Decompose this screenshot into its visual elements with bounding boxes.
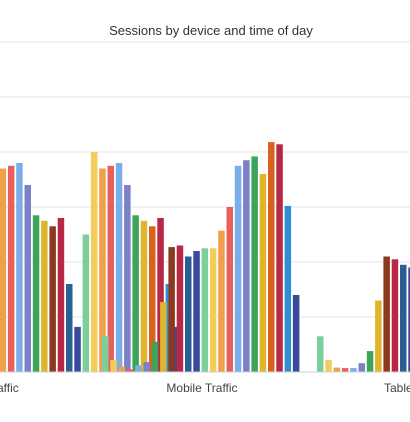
bar bbox=[82, 234, 90, 372]
bar bbox=[74, 326, 81, 372]
bar bbox=[57, 218, 65, 372]
bar bbox=[176, 245, 184, 372]
bar bbox=[115, 163, 123, 372]
bar bbox=[218, 230, 225, 372]
bar bbox=[99, 168, 106, 372]
bar bbox=[149, 226, 156, 373]
bar bbox=[140, 220, 148, 373]
bar bbox=[157, 218, 164, 372]
bar bbox=[110, 359, 117, 372]
bar bbox=[126, 369, 134, 373]
bar bbox=[151, 341, 159, 373]
bar bbox=[7, 165, 15, 373]
bar bbox=[234, 165, 242, 373]
bar bbox=[333, 367, 341, 372]
bar bbox=[135, 365, 142, 372]
bar bbox=[16, 163, 23, 372]
bar bbox=[124, 185, 131, 372]
bar bbox=[350, 368, 357, 372]
bar bbox=[341, 368, 349, 372]
bar bbox=[24, 185, 31, 372]
bar bbox=[243, 160, 250, 372]
bar bbox=[0, 168, 7, 372]
x-tick-label: affic bbox=[0, 381, 19, 395]
x-tick-label: Mobile Traffic bbox=[166, 381, 237, 395]
bar bbox=[251, 156, 258, 372]
bar bbox=[90, 152, 98, 372]
bar bbox=[168, 247, 175, 372]
bar bbox=[201, 248, 209, 373]
bar bbox=[41, 220, 48, 373]
bar bbox=[268, 142, 275, 372]
bar bbox=[185, 256, 192, 372]
bar bbox=[160, 302, 167, 372]
bar bbox=[107, 165, 114, 373]
bars bbox=[0, 142, 410, 373]
bar bbox=[375, 300, 382, 372]
bar bbox=[259, 174, 267, 372]
bar bbox=[391, 259, 399, 373]
bar bbox=[32, 215, 40, 373]
bar bbox=[366, 351, 374, 372]
bar bbox=[276, 144, 283, 372]
bar bbox=[193, 251, 200, 372]
bar bbox=[408, 267, 410, 372]
x-tick-label: Table bbox=[384, 381, 410, 395]
bar bbox=[209, 248, 217, 373]
bar bbox=[292, 295, 300, 372]
bar bbox=[383, 256, 390, 372]
bar bbox=[118, 366, 126, 372]
bar bbox=[132, 215, 139, 373]
bar bbox=[226, 207, 233, 372]
bar bbox=[49, 226, 56, 373]
bar bbox=[102, 336, 109, 373]
bar bbox=[325, 359, 332, 372]
bar bbox=[317, 336, 324, 373]
bar bbox=[143, 362, 150, 372]
bar bbox=[66, 284, 73, 372]
bar bbox=[284, 205, 292, 372]
chart-title: Sessions by device and time of day bbox=[109, 23, 313, 38]
bar bbox=[400, 264, 407, 373]
x-tick-labels: affic Mobile Traffic Table bbox=[0, 381, 410, 395]
bar bbox=[358, 363, 365, 372]
